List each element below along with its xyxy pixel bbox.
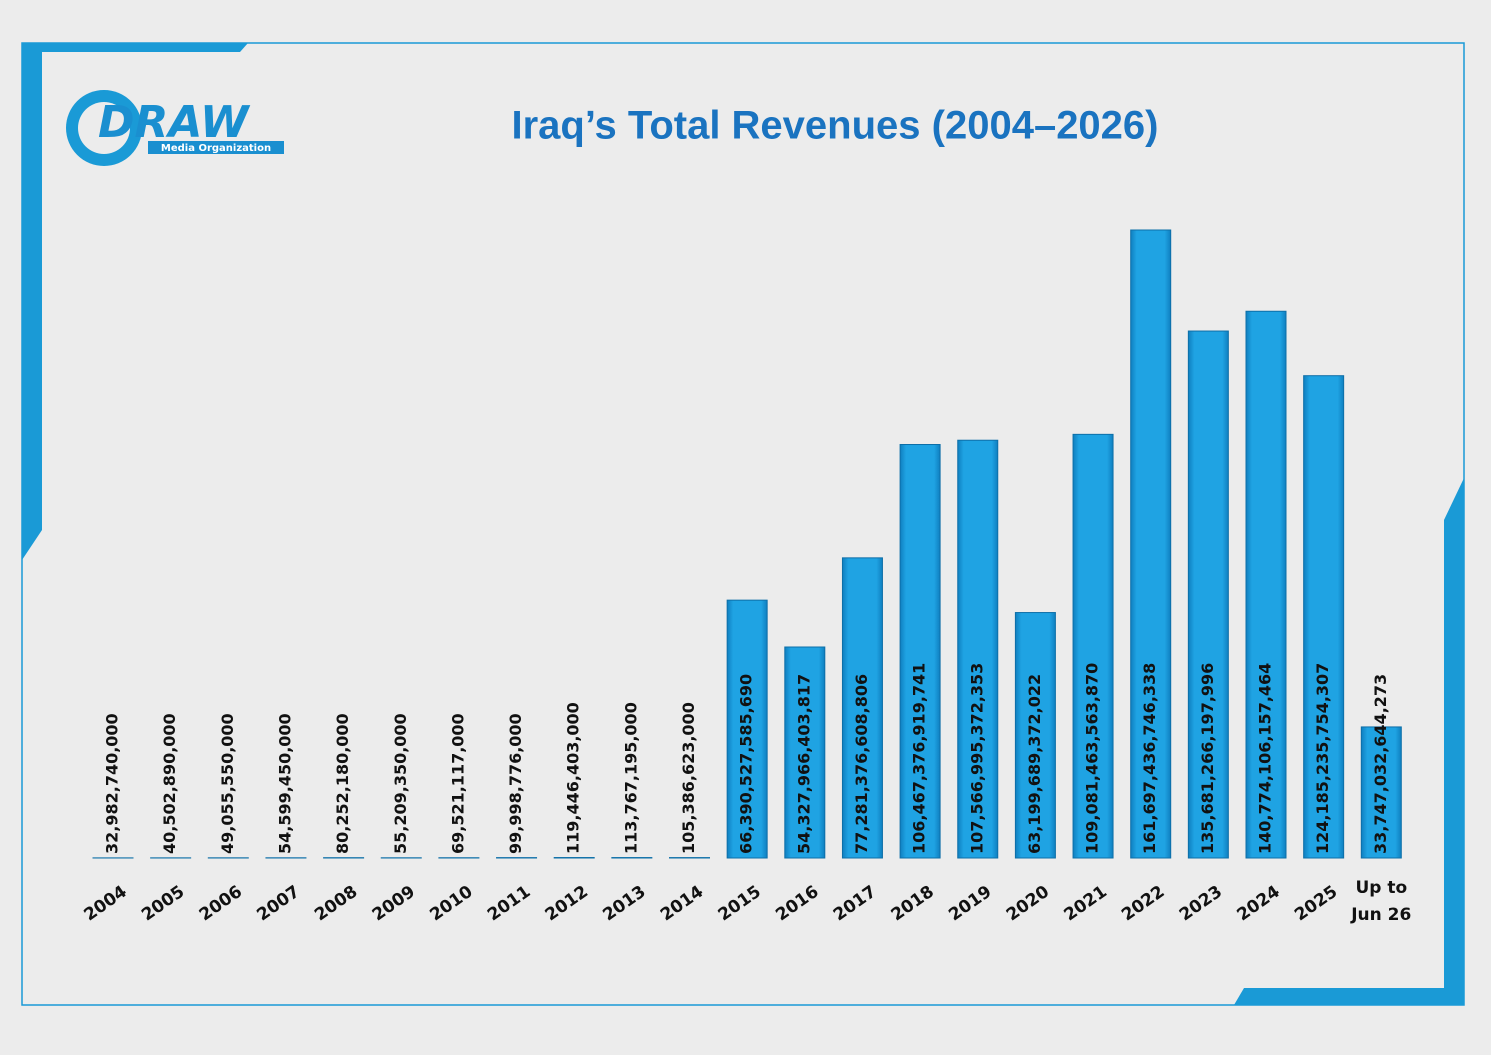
chart-title: Iraq’s Total Revenues (2004–2026) [512, 104, 1159, 148]
x-tick-label: 2009 [369, 882, 419, 926]
x-tick-label: 2024 [1233, 882, 1283, 926]
x-tick-label: 2011 [484, 882, 534, 926]
x-tick-label: 2025 [1291, 882, 1341, 926]
x-tick-label: 2007 [253, 882, 303, 926]
x-tick-label: 2020 [1003, 882, 1053, 926]
value-label: 33,747,032,644,273 [1371, 674, 1390, 854]
value-label: 49,055,550,000 [218, 713, 237, 854]
value-label: 69,521,117,000 [448, 713, 467, 854]
bar [1072, 433, 1114, 859]
x-tick-label: 2017 [830, 882, 880, 926]
bar [726, 599, 768, 859]
x-tick-label: 2012 [542, 882, 592, 926]
value-label: 135,681,266,197,996 [1198, 663, 1217, 854]
x-tick-label: 2022 [1118, 882, 1168, 926]
bar [841, 557, 883, 859]
x-tick-label: 2010 [426, 882, 476, 926]
x-tick-label: 2016 [772, 882, 822, 926]
x-tick-label: 2013 [599, 882, 649, 926]
x-tick-label: 2008 [311, 882, 361, 926]
value-label: 99,998,776,000 [506, 713, 525, 854]
x-tick-label: 2006 [196, 882, 246, 926]
logo-band [148, 141, 284, 154]
value-label: 66,390,527,585,690 [737, 674, 756, 854]
x-tick-label: 2005 [138, 882, 188, 926]
bar [899, 444, 941, 859]
value-label: 80,252,180,000 [333, 713, 352, 854]
value-label: 140,774,106,157,464 [1256, 663, 1275, 854]
x-tick-label: Up to Jun 26 [1351, 878, 1412, 925]
logo-name: DRAW [98, 97, 251, 148]
value-label: 107,566,995,372,353 [967, 663, 986, 854]
logo-tagline: Media Organization [161, 143, 271, 154]
x-tick-label: 2023 [1176, 882, 1226, 926]
value-label: 106,467,376,919,741 [910, 663, 929, 854]
x-tick-label: 2004 [80, 882, 130, 926]
bar [1130, 229, 1172, 859]
bar [957, 439, 999, 859]
x-tick-label: 2019 [945, 882, 995, 926]
value-label: 109,081,463,563,870 [1083, 663, 1102, 854]
bar [1360, 726, 1402, 859]
value-label: 161,697,436,746,338 [1140, 663, 1159, 854]
value-label: 54,327,966,403,817 [794, 674, 813, 854]
x-tick-label: 2018 [888, 882, 938, 926]
value-label: 55,209,350,000 [391, 713, 410, 854]
x-tick-label: 2015 [715, 882, 765, 926]
value-label: 77,281,376,608,806 [852, 674, 871, 854]
x-tick-label: 2014 [657, 882, 707, 926]
value-label: 105,386,623,000 [679, 702, 698, 854]
bar [1014, 612, 1056, 859]
logo-circle [78, 102, 130, 154]
value-label: 124,185,235,754,307 [1313, 663, 1332, 854]
value-label: 119,446,403,000 [564, 702, 583, 854]
bar [1245, 310, 1287, 859]
bar [784, 646, 826, 859]
bar [1187, 330, 1229, 859]
bar [1303, 375, 1345, 859]
value-label: 40,502,890,000 [160, 713, 179, 854]
x-tick-label: 2021 [1061, 882, 1111, 926]
value-label: 54,599,450,000 [275, 713, 294, 854]
value-label: 63,199,689,372,022 [1025, 674, 1044, 854]
value-label: 32,982,740,000 [103, 713, 122, 854]
value-label: 113,767,195,000 [621, 702, 640, 854]
